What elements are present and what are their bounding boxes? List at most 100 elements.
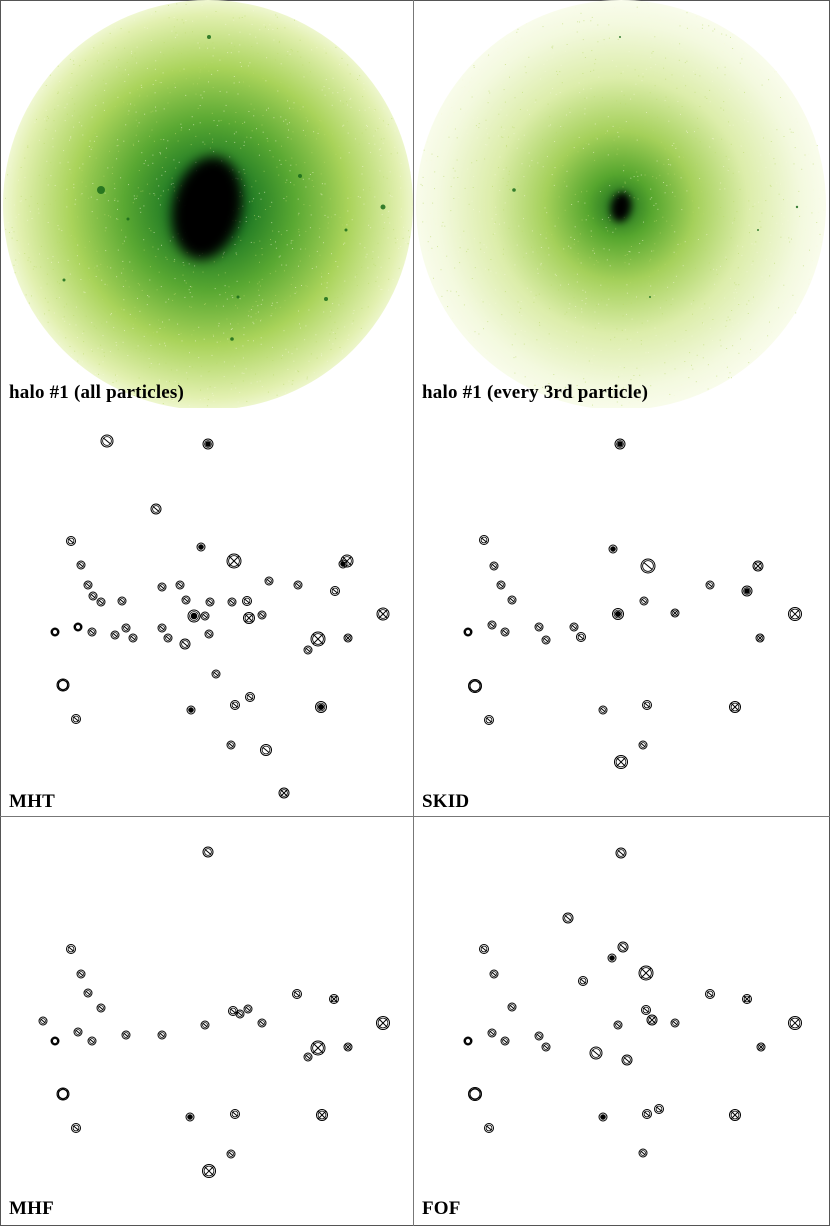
subhalo-marker bbox=[468, 1087, 482, 1101]
halo-density-image bbox=[416, 0, 826, 408]
subhalo-marker bbox=[500, 627, 510, 637]
subhalo-marker bbox=[330, 586, 340, 596]
subhalo-marker bbox=[226, 1149, 236, 1159]
subhalo-marker bbox=[569, 622, 579, 632]
subhalo-marker bbox=[187, 609, 201, 623]
particle-speckle bbox=[420, 2, 825, 406]
subhalo-marker bbox=[76, 969, 86, 979]
subhalo-marker bbox=[303, 1052, 313, 1062]
subhalo-marker bbox=[121, 623, 131, 633]
subhalo-marker bbox=[613, 1020, 623, 1030]
subhalo-marker bbox=[484, 1123, 494, 1133]
subhalo-marker bbox=[742, 994, 752, 1004]
subhalo-marker bbox=[121, 1030, 131, 1040]
subhalo-marker bbox=[181, 595, 191, 605]
subhalo-marker bbox=[200, 611, 210, 621]
subhalo-marker bbox=[598, 705, 608, 715]
panel-label: halo #1 (all particles) bbox=[9, 382, 185, 403]
subhalo-marker bbox=[479, 944, 489, 954]
subhalo-marker bbox=[640, 558, 656, 574]
subhalo-marker bbox=[642, 1109, 652, 1119]
subhalo-marker bbox=[83, 580, 93, 590]
subhalo-marker bbox=[608, 544, 618, 554]
subhalo-marker bbox=[376, 607, 390, 621]
subhalo-marker bbox=[638, 740, 648, 750]
subhalo-marker bbox=[157, 582, 167, 592]
subhalo-marker bbox=[278, 787, 290, 799]
subhalo-marker bbox=[87, 1036, 97, 1046]
subhalo-marker bbox=[200, 1020, 210, 1030]
subhalo-marker bbox=[157, 1030, 167, 1040]
subhalo-marker bbox=[507, 595, 517, 605]
subhalo-marker bbox=[607, 953, 617, 963]
subhalo-marker bbox=[257, 1018, 267, 1028]
subhalo-marker bbox=[479, 535, 489, 545]
subhalo-marker bbox=[614, 755, 628, 769]
subhalo-marker bbox=[264, 576, 274, 586]
subhalo-marker bbox=[315, 701, 327, 713]
subhalo-marker bbox=[612, 608, 624, 620]
subhalo-marker bbox=[343, 1042, 353, 1052]
subhalo-marker bbox=[484, 715, 494, 725]
subhalo-marker bbox=[88, 591, 98, 601]
subhalo-marker bbox=[463, 1036, 473, 1046]
subhalo-marker bbox=[614, 438, 626, 450]
vertical-divider bbox=[413, 0, 414, 1226]
subhalo-marker bbox=[310, 631, 326, 647]
subhalo-marker bbox=[76, 560, 86, 570]
subhalo-marker bbox=[316, 1109, 328, 1121]
subhalo-marker bbox=[646, 1014, 658, 1026]
panel-halo-all-particles: halo #1 (all particles) bbox=[0, 0, 413, 408]
subhalo-marker bbox=[338, 559, 348, 569]
subhalo-marker bbox=[500, 1036, 510, 1046]
subhalo-marker bbox=[639, 596, 649, 606]
subhalo-marker bbox=[489, 969, 499, 979]
panel-label: halo #1 (every 3rd particle) bbox=[422, 382, 649, 403]
subhalo-marker bbox=[56, 678, 70, 692]
subhalo-marker bbox=[186, 705, 196, 715]
subhalo-marker-plot bbox=[463, 847, 802, 1158]
halo-density-image bbox=[3, 0, 413, 408]
subhalo-marker bbox=[617, 941, 629, 953]
subhalo-marker bbox=[50, 1036, 60, 1046]
subhalo-marker bbox=[163, 633, 173, 643]
subhalo-marker bbox=[468, 679, 482, 693]
subhalo-marker bbox=[598, 1112, 608, 1122]
subhalo-marker bbox=[752, 560, 764, 572]
subhalo-marker bbox=[96, 1003, 106, 1013]
subhalo-marker bbox=[507, 1002, 517, 1012]
subhalo-markers bbox=[463, 438, 802, 769]
subhalo-marker bbox=[705, 580, 715, 590]
subhalo-marker bbox=[73, 1027, 83, 1037]
subhalo-marker-plot bbox=[38, 846, 390, 1178]
subhalo-marker bbox=[541, 1042, 551, 1052]
subhalo-marker bbox=[578, 976, 588, 986]
subhalo-marker bbox=[202, 1164, 216, 1178]
subhalo-marker bbox=[83, 988, 93, 998]
subhalo-marker bbox=[343, 633, 353, 643]
halo-core bbox=[610, 192, 632, 222]
subhalo-marker bbox=[489, 561, 499, 571]
subhalo-marker bbox=[150, 503, 162, 515]
subhalo-marker bbox=[292, 989, 302, 999]
subhalo-marker bbox=[196, 542, 206, 552]
subhalo-marker bbox=[670, 1018, 680, 1028]
horizontal-divider bbox=[0, 816, 830, 817]
subhalo-marker bbox=[226, 740, 236, 750]
subhalo-marker bbox=[227, 597, 237, 607]
substructure-clumps bbox=[512, 36, 799, 298]
subhalo-marker bbox=[73, 622, 83, 632]
subhalo-marker bbox=[615, 847, 627, 859]
subhalo-marker bbox=[235, 1009, 245, 1019]
particle-speckle bbox=[5, 0, 413, 408]
panel-mhf-subhalos: MHF bbox=[0, 817, 413, 1226]
subhalo-marker bbox=[179, 638, 191, 650]
subhalo-marker bbox=[638, 965, 654, 981]
subhalo-marker bbox=[756, 1042, 766, 1052]
subhalo-marker bbox=[329, 994, 339, 1004]
subhalo-marker bbox=[175, 580, 185, 590]
subhalo-marker bbox=[96, 597, 106, 607]
panel-fof-subhalos: FOF bbox=[414, 817, 830, 1226]
subhalo-marker bbox=[487, 620, 497, 630]
panel-label: MHT bbox=[9, 791, 55, 812]
